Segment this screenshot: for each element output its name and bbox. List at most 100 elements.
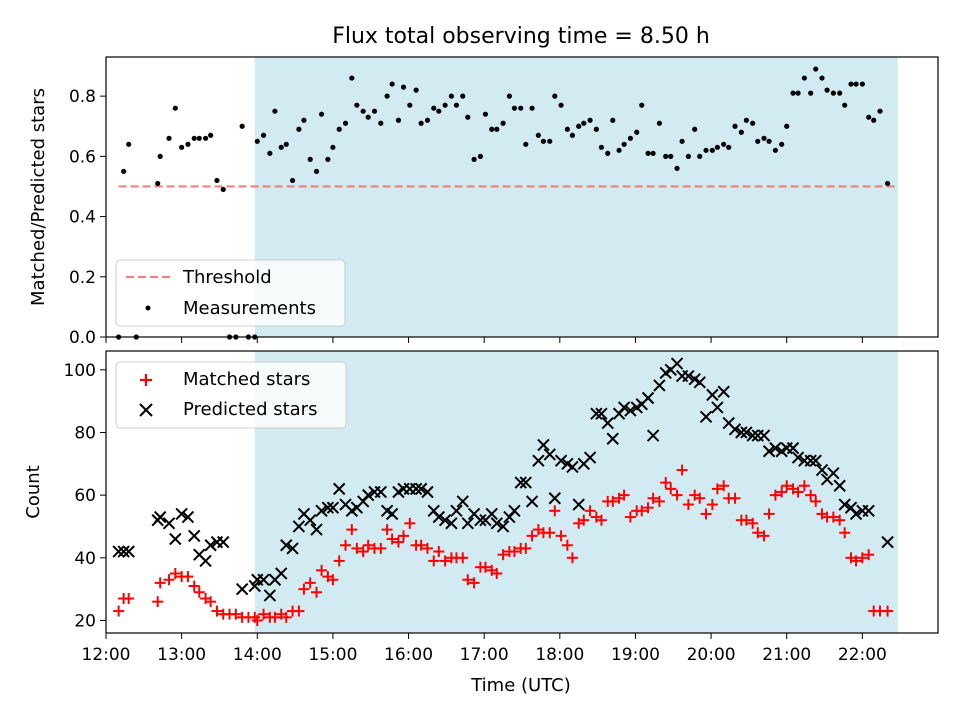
- top-panel: 0.00.20.40.60.8 Matched/Predicted stars …: [28, 56, 939, 348]
- measurement-point: [714, 144, 720, 150]
- predicted-star-point: [804, 454, 817, 467]
- matched-star-point: [769, 489, 781, 501]
- measurement-point: [877, 108, 883, 114]
- cross-b: [791, 451, 805, 464]
- cross-b: [235, 582, 249, 596]
- measurement-point: [384, 93, 390, 99]
- bottom-legend-box: [115, 361, 347, 429]
- predicted-star-point: [590, 407, 603, 420]
- measurement-point: [529, 105, 535, 111]
- matched-star-point: [555, 530, 567, 542]
- cross-b: [204, 539, 217, 552]
- matched-star-point: [508, 546, 520, 558]
- cross-b: [321, 501, 335, 514]
- measurement-point: [325, 156, 331, 162]
- cross-b: [122, 545, 135, 558]
- measurement-point: [448, 93, 455, 99]
- matched-star-point: [421, 542, 433, 554]
- measurement-point: [587, 117, 593, 123]
- matched-star-point: [653, 495, 665, 507]
- cross-b: [339, 498, 352, 511]
- x-tick-label: 12:00: [82, 645, 131, 665]
- cross-b: [193, 548, 206, 561]
- cross-b: [153, 510, 167, 524]
- matched-star-point: [624, 511, 636, 523]
- y-tick-label: 0.6: [69, 147, 96, 167]
- measurement-point: [535, 132, 541, 138]
- cross-b: [590, 407, 603, 420]
- cross-b: [248, 579, 261, 593]
- predicted-star-point: [188, 529, 201, 543]
- x-tick-label: 16:00: [384, 645, 433, 665]
- measurement-point: [179, 144, 185, 150]
- matched-star-point: [169, 567, 181, 579]
- predicted-star-point: [315, 504, 328, 518]
- cross-b: [844, 501, 858, 514]
- cross-b: [699, 410, 713, 424]
- measurement-point: [413, 87, 419, 93]
- matched-star-point: [595, 514, 607, 526]
- measurement-point: [155, 180, 161, 187]
- cross-b: [735, 426, 748, 439]
- measurement-point: [837, 90, 843, 96]
- predicted-star-point: [653, 379, 666, 392]
- matched-star-point: [706, 499, 718, 511]
- cross-b: [617, 401, 631, 414]
- matched-star-point: [561, 539, 573, 551]
- matched-stars-points: [113, 464, 894, 626]
- bottom-plot-frame: [105, 350, 939, 634]
- matched-star-point: [258, 608, 270, 620]
- cross-b: [310, 523, 323, 536]
- x-tick-label: 21:00: [762, 645, 811, 665]
- cross-b: [862, 504, 875, 518]
- measurement-point: [848, 81, 854, 87]
- legend-predicted-swatch: [139, 403, 153, 417]
- measurement-point: [656, 120, 663, 126]
- predicted-star-point: [286, 542, 299, 555]
- measurement-point: [489, 126, 495, 132]
- predicted-star-point: [490, 517, 503, 530]
- measurement-point: [784, 123, 790, 129]
- x-axis-label: Time (UTC): [470, 675, 571, 696]
- matched-star-point: [304, 577, 316, 589]
- bottom-y-axis-label: Count: [23, 465, 44, 518]
- matched-star-point: [457, 552, 469, 564]
- predicted-star-point: [162, 517, 176, 530]
- predicted-star-point: [717, 385, 730, 398]
- matched-star-point: [298, 583, 310, 595]
- matched-star-point: [398, 530, 410, 542]
- cross-b: [653, 379, 666, 392]
- matched-star-point: [718, 480, 730, 492]
- measurement-point: [336, 126, 342, 132]
- measurement-point: [610, 117, 616, 123]
- predicted-star-point: [263, 589, 277, 602]
- measurement-point: [482, 111, 489, 117]
- predicted-star-point: [740, 426, 753, 439]
- measurement-point: [732, 123, 738, 129]
- measurement-point: [407, 102, 413, 108]
- measurement-point: [424, 117, 431, 123]
- matched-star-point: [810, 495, 822, 507]
- measurement-points: [116, 66, 891, 340]
- predicted-star-point: [606, 432, 619, 445]
- predicted-star-point: [450, 504, 463, 518]
- cross-b: [786, 441, 800, 455]
- predicted-star-point: [112, 545, 125, 558]
- cross-b: [409, 482, 423, 496]
- matched-star-point: [578, 514, 590, 526]
- matched-star-point: [462, 574, 474, 586]
- measurement-point: [674, 165, 680, 171]
- measurement-point: [523, 141, 529, 147]
- cross-b: [496, 520, 510, 533]
- matched-star-point: [798, 480, 810, 492]
- predicted-star-point: [432, 510, 446, 524]
- top-legend: Threshold Measurements: [115, 259, 346, 327]
- predicted-star-point: [235, 582, 249, 596]
- top-legend-box: [115, 259, 346, 327]
- cross-b: [450, 504, 463, 518]
- matched-star-point: [671, 489, 683, 501]
- y-tick-label: 20: [74, 611, 96, 631]
- measurement-point: [214, 177, 220, 184]
- predicted-star-point: [566, 460, 579, 474]
- predicted-star-point: [514, 476, 527, 489]
